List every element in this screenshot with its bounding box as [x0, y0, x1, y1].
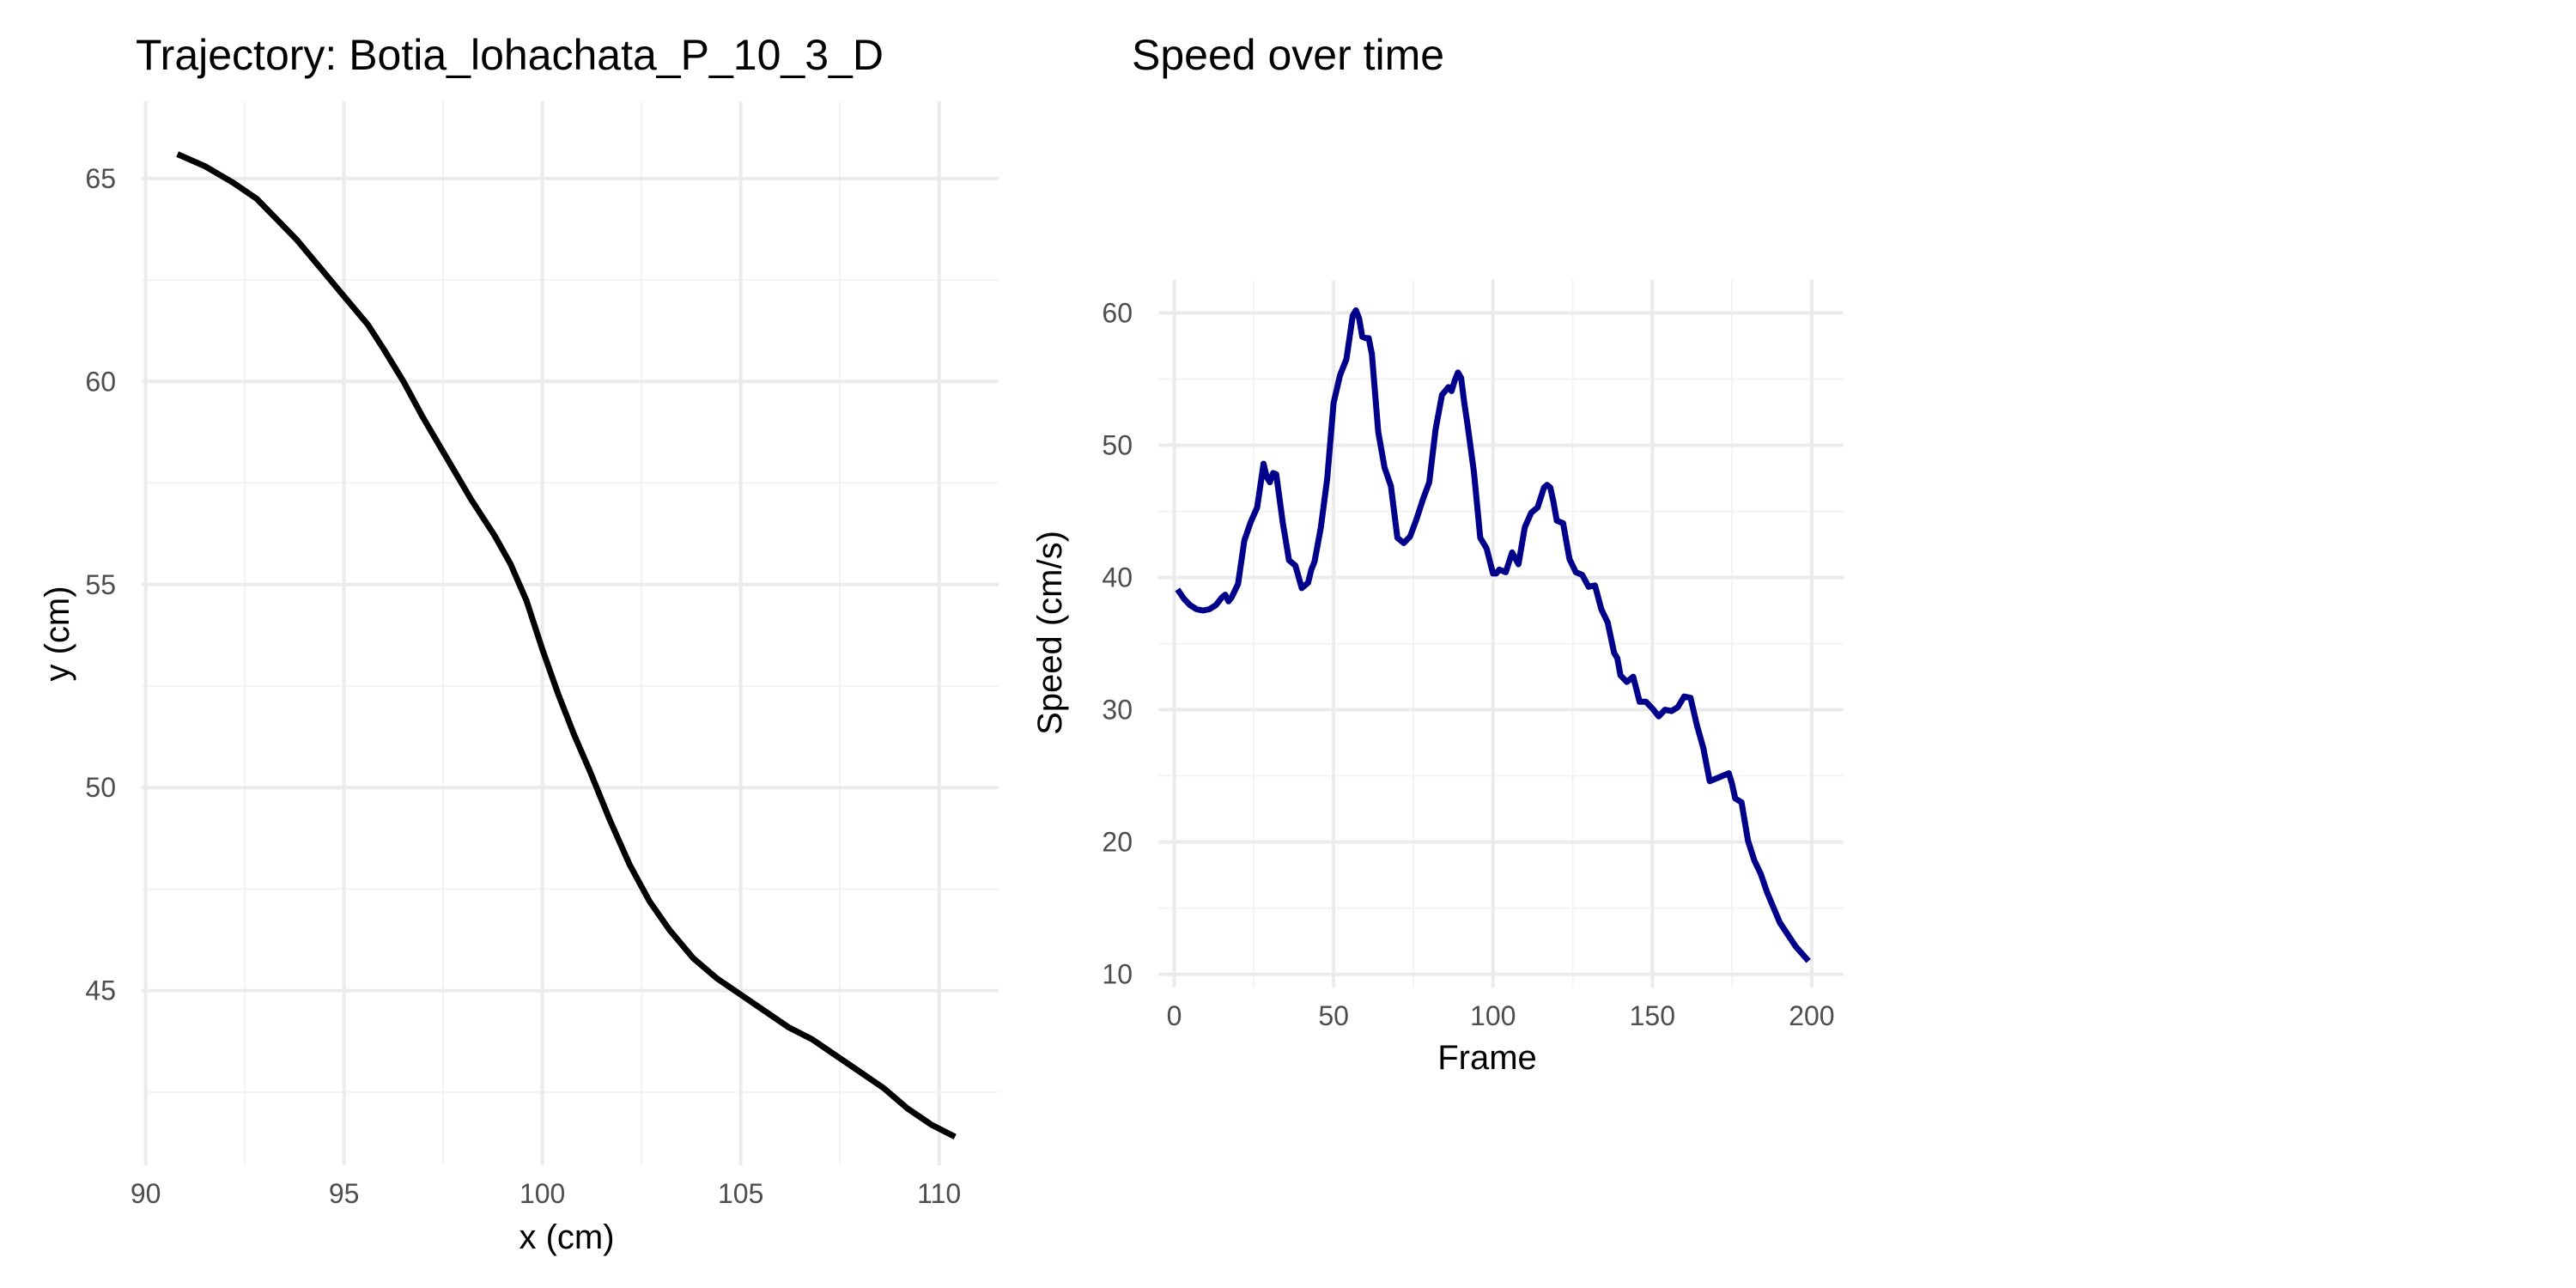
trajectory-y-tick-label: 55: [85, 569, 116, 600]
speed-x-tick-label: 200: [1789, 1000, 1834, 1031]
trajectory-line-layer: [176, 151, 957, 1140]
speed-y-tick-label: 30: [1102, 695, 1133, 726]
trajectory-y-tick-label: 65: [85, 163, 116, 194]
speed-y-axis-label: Speed (cm/s): [1031, 531, 1069, 735]
trajectory-y-axis-label: y (cm): [39, 586, 76, 681]
speed-x-tick-label: 50: [1318, 1000, 1349, 1031]
trajectory-tick-labels: 90 95 100 105 110 45 50 55 60 65: [85, 163, 961, 1209]
trajectory-title: Trajectory: Botia_lohachata_P_10_3_D: [136, 31, 884, 79]
trajectory-y-tick-label: 45: [85, 975, 116, 1006]
trajectory-series-line: [176, 151, 957, 1140]
speed-panel: 0 50 100 150 200 10 20 30 40 50 60 Speed over time…: [1031, 31, 1844, 1077]
speed-x-tick-label: 100: [1470, 1000, 1516, 1031]
speed-y-tick-label: 60: [1102, 298, 1133, 329]
trajectory-x-axis-label: x (cm): [519, 1218, 614, 1256]
trajectory-y-tick-label: 60: [85, 366, 116, 397]
trajectory-grid: [142, 101, 999, 1165]
trajectory-x-tick-label: 110: [917, 1178, 961, 1209]
speed-grid: [1158, 280, 1844, 987]
speed-title: Speed over time: [1132, 31, 1444, 79]
trajectory-x-tick-label: 105: [718, 1178, 763, 1209]
speed-y-tick-label: 10: [1102, 959, 1133, 990]
speed-y-tick-label: 20: [1102, 827, 1133, 858]
speed-series-line: [1175, 307, 1811, 963]
speed-y-tick-label: 40: [1102, 562, 1133, 593]
trajectory-x-tick-label: 90: [131, 1178, 161, 1209]
trajectory-panel: 90 95 100 105 110 45 50 55 60 65 Trajectory: Boti…: [39, 31, 999, 1256]
speed-line-layer: [1175, 307, 1811, 963]
trajectory-y-tick-label: 50: [85, 772, 116, 803]
speed-x-tick-label: 150: [1630, 1000, 1675, 1031]
speed-x-tick-label: 0: [1167, 1000, 1182, 1031]
trajectory-x-tick-label: 95: [329, 1178, 360, 1209]
speed-y-tick-label: 50: [1102, 430, 1133, 461]
speed-x-axis-label: Frame: [1437, 1039, 1537, 1077]
trajectory-x-tick-label: 100: [519, 1178, 565, 1209]
speed-tick-labels: 0 50 100 150 200 10 20 30 40 50 60: [1102, 298, 1834, 1031]
